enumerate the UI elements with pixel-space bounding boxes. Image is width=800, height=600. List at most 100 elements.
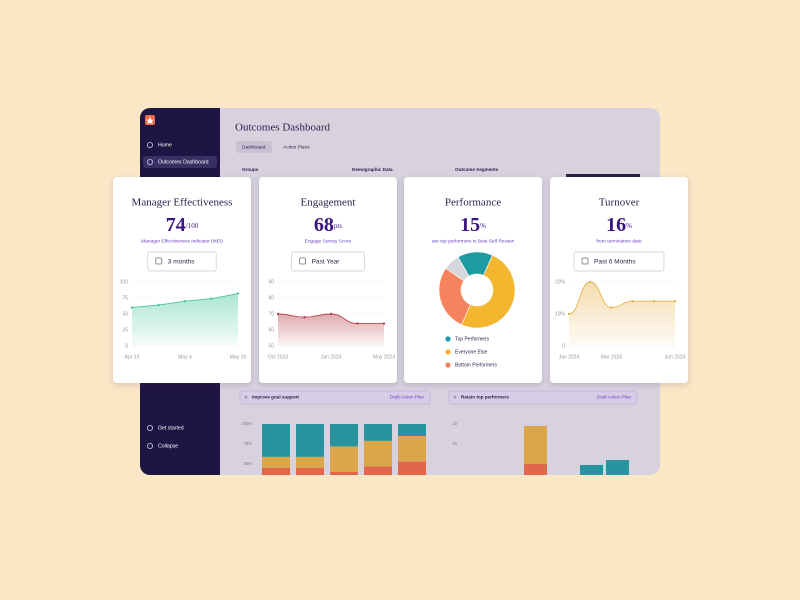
card-metric: 74/100 xyxy=(166,214,199,236)
legend-swatch xyxy=(445,349,451,355)
bar-segment xyxy=(262,456,290,468)
bar-segment xyxy=(398,461,426,475)
calendar-icon xyxy=(299,257,306,265)
data-point xyxy=(631,300,634,303)
legend-label: Everyone Else xyxy=(455,349,487,355)
period-button[interactable] xyxy=(291,251,365,272)
bar-segment xyxy=(398,436,426,462)
legend-swatch xyxy=(445,362,451,368)
bar-segment xyxy=(524,426,547,464)
y-tick-label: 60 xyxy=(268,327,274,333)
y-tick-label: 15 xyxy=(452,421,457,426)
bar-segment xyxy=(606,460,629,475)
metric-card: Turnover 16% from termination date Past 6 M… xyxy=(550,177,688,383)
data-point xyxy=(673,300,677,303)
x-tick-label: May 2024 xyxy=(373,354,395,360)
x-tick-label: Apr 19 xyxy=(125,354,140,360)
data-point xyxy=(610,306,613,309)
action-plan-box xyxy=(239,390,431,405)
area-fill xyxy=(569,282,675,346)
card-metric: 16% xyxy=(606,214,632,236)
data-point xyxy=(329,312,333,316)
y-tick-label: 0 xyxy=(125,343,128,349)
calendar-icon xyxy=(155,257,163,265)
y-tick-label: 50% xyxy=(244,461,253,466)
x-tick-label: Jan 2024 xyxy=(321,354,342,360)
bar-segment xyxy=(330,424,358,447)
metric-value: 15 xyxy=(460,214,480,236)
data-point xyxy=(130,306,134,309)
action-plan-box xyxy=(448,390,638,405)
data-point xyxy=(382,322,386,325)
nav-icon xyxy=(146,141,153,148)
filter-button xyxy=(566,174,640,178)
filter-label: Demographic Data xyxy=(352,167,393,172)
footer-item[interactable]: Get started xyxy=(158,425,184,431)
data-point xyxy=(183,300,187,303)
bar-segment xyxy=(398,424,426,436)
bar-segment xyxy=(296,424,324,457)
period-button-label[interactable]: Past 6 Months xyxy=(594,259,636,266)
data-point xyxy=(652,300,655,303)
tab[interactable]: Dashboard xyxy=(242,144,266,150)
y-tick-label: 75 xyxy=(122,295,128,301)
card-title: Engagement xyxy=(301,197,356,209)
nav-item[interactable]: Outcomes Dashboard xyxy=(158,159,209,165)
data-point xyxy=(210,297,213,300)
nav-item[interactable]: Home xyxy=(158,142,172,148)
metric-unit: /100 xyxy=(186,222,199,230)
metric-card: Performance 15% are top performers in Best… xyxy=(404,177,542,383)
bar-segment xyxy=(296,468,324,475)
action-plan-link[interactable]: Draft Action Plan xyxy=(597,395,632,400)
x-tick-label: Mar 2024 xyxy=(601,354,622,360)
y-tick-label: 80 xyxy=(268,295,274,301)
data-point xyxy=(157,303,160,307)
data-point xyxy=(276,312,280,316)
y-tick-label: 25 xyxy=(122,327,128,333)
bar-segment xyxy=(524,464,547,475)
card-caption: from termination date xyxy=(596,238,642,244)
metric-unit: pts xyxy=(334,222,342,230)
period-button-label[interactable]: 3 months xyxy=(168,259,195,266)
area-line xyxy=(568,281,675,315)
card-metric: 68pts xyxy=(314,214,342,236)
y-tick-label: 90 xyxy=(268,279,274,285)
y-tick-label: 50 xyxy=(122,311,128,317)
x-tick-label: Oct 2023 xyxy=(268,354,289,360)
y-tick-label: 50 xyxy=(268,343,274,349)
legend-label: Bottom Performers xyxy=(455,362,497,368)
metric-unit: % xyxy=(480,222,486,230)
action-plan-icon: ✧ xyxy=(453,395,457,401)
donut-segment xyxy=(438,267,471,326)
bar-segment xyxy=(330,472,358,475)
footer-icon xyxy=(146,424,153,431)
metric-value: 16 xyxy=(606,214,626,236)
metric-value: 68 xyxy=(314,214,334,236)
period-button-label[interactable]: Past Year xyxy=(312,259,341,266)
bar-segment xyxy=(262,468,290,475)
data-point xyxy=(589,280,592,284)
bar-segment xyxy=(330,446,358,472)
card-bg xyxy=(404,177,542,383)
footer-item[interactable]: Collapse xyxy=(158,443,178,449)
donut-segment xyxy=(461,254,516,329)
calendar-icon xyxy=(581,257,589,265)
card-title: Turnover xyxy=(599,197,640,209)
y-tick-label: 100 xyxy=(120,279,129,285)
y-tick-label: 20% xyxy=(555,279,566,285)
nav-icon xyxy=(146,158,153,165)
y-tick-label: 100% xyxy=(241,421,252,426)
bar-segment xyxy=(364,466,392,475)
period-button[interactable] xyxy=(573,251,665,272)
x-tick-label: Jan 2024 xyxy=(559,354,580,360)
y-tick-label: 10% xyxy=(555,311,566,317)
card-title: Performance xyxy=(445,197,501,209)
y-tick-label: 0 xyxy=(562,343,565,349)
tab-active xyxy=(236,141,272,153)
tab[interactable]: Action Plans xyxy=(283,144,310,150)
y-tick-label: 75% xyxy=(244,441,253,446)
action-plan-link[interactable]: Draft Action Plan xyxy=(390,395,425,400)
period-button[interactable] xyxy=(147,251,217,272)
